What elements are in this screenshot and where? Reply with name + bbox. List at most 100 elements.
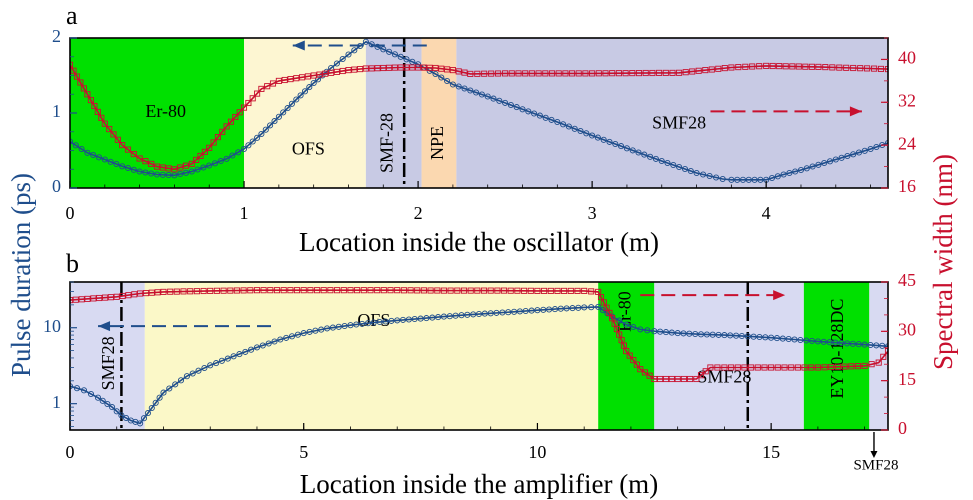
data-point	[407, 287, 414, 294]
data-point	[670, 161, 677, 169]
data-point	[297, 92, 304, 99]
region-SMF-28-2	[365, 38, 422, 188]
data-point	[405, 316, 412, 323]
data-point	[429, 314, 436, 321]
data-point	[741, 364, 748, 371]
data-point	[829, 64, 836, 71]
data-point	[832, 156, 839, 163]
data-point	[826, 339, 833, 346]
arrow-head-right	[849, 106, 862, 117]
data-point	[288, 100, 295, 107]
data-point	[821, 159, 828, 167]
data-point	[542, 70, 549, 77]
data-point	[733, 332, 740, 339]
data-point	[728, 64, 735, 71]
data-point	[867, 145, 874, 153]
data-point	[600, 136, 607, 143]
data-point	[493, 309, 500, 316]
right-tick-label: 45	[898, 270, 916, 290]
data-point	[183, 373, 190, 380]
x-tick-label: 2	[414, 203, 423, 223]
data-point	[595, 303, 602, 310]
data-point	[844, 340, 851, 347]
data-point	[131, 291, 138, 298]
data-point	[271, 338, 278, 345]
data-point	[189, 370, 196, 377]
data-point	[478, 91, 485, 98]
data-point	[316, 71, 323, 78]
data-point	[505, 309, 512, 316]
region-Er-80-2	[598, 282, 655, 430]
data-point	[386, 64, 393, 71]
data-point	[647, 153, 654, 160]
data-point	[236, 109, 243, 116]
data-point	[534, 287, 541, 294]
data-point	[193, 288, 200, 295]
data-point	[207, 287, 214, 294]
data-point	[206, 162, 213, 169]
data-point	[674, 375, 681, 383]
data-point	[380, 64, 387, 72]
data-point	[686, 330, 693, 337]
data-point	[461, 85, 468, 92]
data-point	[606, 138, 613, 145]
data-point	[254, 134, 261, 141]
data-point	[359, 320, 366, 327]
data-point	[446, 313, 453, 320]
data-point	[855, 149, 863, 156]
data-point	[693, 169, 700, 177]
data-point	[306, 328, 313, 335]
data-point	[774, 173, 781, 180]
data-point	[560, 121, 567, 128]
data-point	[70, 67, 77, 74]
data-point	[264, 83, 271, 90]
data-point	[293, 287, 301, 294]
left-tick-label: 1	[52, 101, 61, 121]
data-point	[664, 159, 671, 167]
data-point	[623, 348, 630, 355]
data-point	[341, 322, 348, 330]
data-point	[452, 312, 459, 319]
data-point	[284, 105, 291, 112]
data-point	[104, 400, 111, 408]
data-point	[513, 104, 520, 111]
data-point	[400, 287, 407, 294]
data-point	[84, 91, 91, 98]
data-point	[461, 69, 468, 76]
data-point	[668, 375, 675, 383]
data-point	[119, 163, 126, 170]
data-point	[633, 361, 640, 368]
data-point	[367, 287, 374, 294]
data-point	[78, 145, 85, 153]
left-tick-label: 1	[52, 392, 61, 412]
data-point	[754, 364, 761, 371]
data-point	[582, 70, 589, 77]
data-point	[232, 113, 239, 121]
data-point	[294, 331, 301, 338]
data-point	[409, 64, 416, 71]
data-point	[269, 80, 277, 87]
data-point	[873, 143, 880, 151]
data-point	[575, 304, 582, 311]
data-point	[828, 363, 835, 371]
data-point	[73, 385, 81, 392]
data-point	[803, 165, 810, 172]
data-point	[464, 311, 471, 318]
data-point	[300, 330, 307, 337]
region-label: Er-80	[145, 101, 186, 121]
data-point	[849, 340, 856, 347]
data-point	[454, 287, 461, 294]
data-point	[101, 120, 108, 127]
data-point	[229, 152, 236, 159]
data-point	[481, 70, 488, 77]
data-point	[368, 41, 375, 48]
data-point	[455, 83, 462, 90]
data-point	[474, 287, 481, 294]
data-point	[300, 287, 307, 294]
data-point	[879, 342, 886, 349]
data-point	[809, 163, 816, 170]
data-point	[734, 364, 741, 371]
data-point	[776, 63, 783, 70]
data-point	[555, 70, 562, 77]
